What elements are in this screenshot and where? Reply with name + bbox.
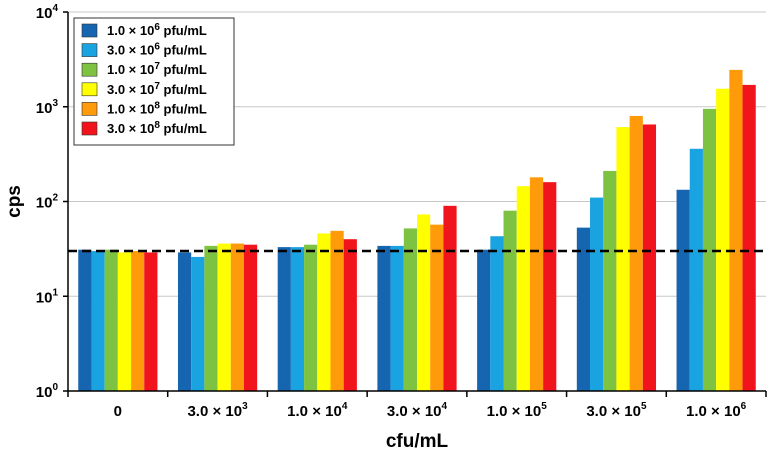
y-tick-label-4: 104 [36, 3, 59, 22]
bar-series3-cat5 [616, 127, 630, 391]
bar-series0-cat3 [377, 245, 391, 391]
bar-series2-cat1 [204, 245, 218, 391]
bar-series5-cat2 [343, 239, 357, 391]
y-tick-label-0: 100 [36, 382, 59, 401]
bar-series4-cat4 [529, 177, 544, 391]
bar-series1-cat2 [290, 247, 305, 391]
bar-series2-cat2 [304, 244, 318, 391]
legend-swatch-1 [81, 43, 98, 57]
bar-series2-cat0 [104, 249, 118, 391]
legend-swatch-2 [81, 62, 98, 77]
x-tick-label-5: 3.0 × 105 [586, 401, 647, 420]
legend-swatch-4 [81, 102, 98, 116]
bar-series0-cat5 [576, 227, 591, 391]
bar-series0-cat0 [78, 249, 92, 391]
bar-series3-cat3 [417, 214, 431, 391]
x-axis-title: cfu/mL [386, 431, 449, 452]
legend-swatch-3 [81, 82, 98, 97]
legend-entry-0: 1.0 × 106 pfu/mL [107, 22, 207, 38]
bar-series0-cat2 [277, 247, 291, 391]
legend-entry-4: 1.0 × 108 pfu/mL [107, 100, 207, 116]
x-tick-label-6: 1.0 × 106 [686, 401, 747, 420]
bar-series3-cat6 [716, 88, 730, 392]
legend-entry-1: 3.0 × 106 pfu/mL [107, 42, 207, 58]
bar-series1-cat1 [191, 256, 205, 391]
y-tick-label-3: 103 [36, 98, 59, 117]
bar-series4-cat2 [330, 230, 344, 391]
bar-series4-cat0 [131, 251, 145, 391]
bar-series3-cat0 [117, 252, 132, 391]
bars [78, 69, 756, 392]
bar-series0-cat6 [676, 189, 690, 391]
x-tick-label-4: 1.0 × 105 [487, 401, 548, 420]
bar-series5-cat4 [543, 182, 557, 391]
bar-series5-cat6 [742, 84, 756, 391]
bar-series5-cat3 [443, 205, 457, 391]
legend-entry-3: 3.0 × 107 pfu/mL [107, 81, 207, 97]
bar-series5-cat5 [642, 124, 657, 392]
x-tick-label-2: 1.0 × 104 [287, 401, 348, 420]
x-tick-label-1: 3.0 × 103 [187, 401, 248, 420]
y-axis-title: cps [4, 185, 25, 218]
legend-swatch-5 [81, 121, 98, 136]
bar-series0-cat1 [177, 252, 192, 391]
y-tick-label-2: 102 [36, 193, 59, 212]
x-tick-labels: 0 3.0 × 103 1.0 × 104 3.0 × 104 1.0 × 105 3.0… [114, 401, 747, 420]
bar-series2-cat5 [603, 170, 617, 391]
bar-series4-cat5 [629, 115, 643, 391]
y-tick-labels: 100 101 102 103 104 [36, 3, 59, 401]
bar-series4-cat3 [430, 224, 444, 391]
bar-series0-cat4 [477, 249, 491, 391]
bar-series5-cat1 [243, 244, 258, 391]
legend-entry-2: 1.0 × 107 pfu/mL [107, 61, 207, 77]
legend-entry-5: 3.0 × 108 pfu/mL [107, 120, 207, 136]
bar-series3-cat1 [217, 243, 231, 391]
x-tick-label-0: 0 [114, 403, 122, 420]
x-tick-label-3: 3.0 × 104 [387, 401, 448, 420]
legend-swatch-0 [81, 23, 98, 38]
bar-series3-cat2 [317, 233, 331, 391]
bar-series1-cat5 [590, 197, 604, 391]
bar-series4-cat6 [729, 69, 743, 391]
bar-series5-cat0 [144, 252, 158, 391]
bar-series3-cat4 [516, 186, 530, 391]
bar-series2-cat4 [503, 210, 517, 391]
bar-series2-cat3 [403, 228, 417, 391]
bar-series1-cat3 [390, 245, 404, 391]
bar-series4-cat1 [230, 243, 244, 391]
bar-series2-cat6 [702, 108, 717, 391]
y-tick-label-1: 101 [36, 287, 59, 306]
bar-series1-cat0 [91, 251, 105, 391]
bar-series1-cat4 [490, 236, 504, 391]
axes [63, 11, 767, 397]
bar-series1-cat6 [689, 148, 703, 391]
legend: 1.0 × 106 pfu/mL 3.0 × 106 pfu/mL 1.0 × 10… [73, 17, 235, 146]
legend-box [73, 17, 235, 146]
